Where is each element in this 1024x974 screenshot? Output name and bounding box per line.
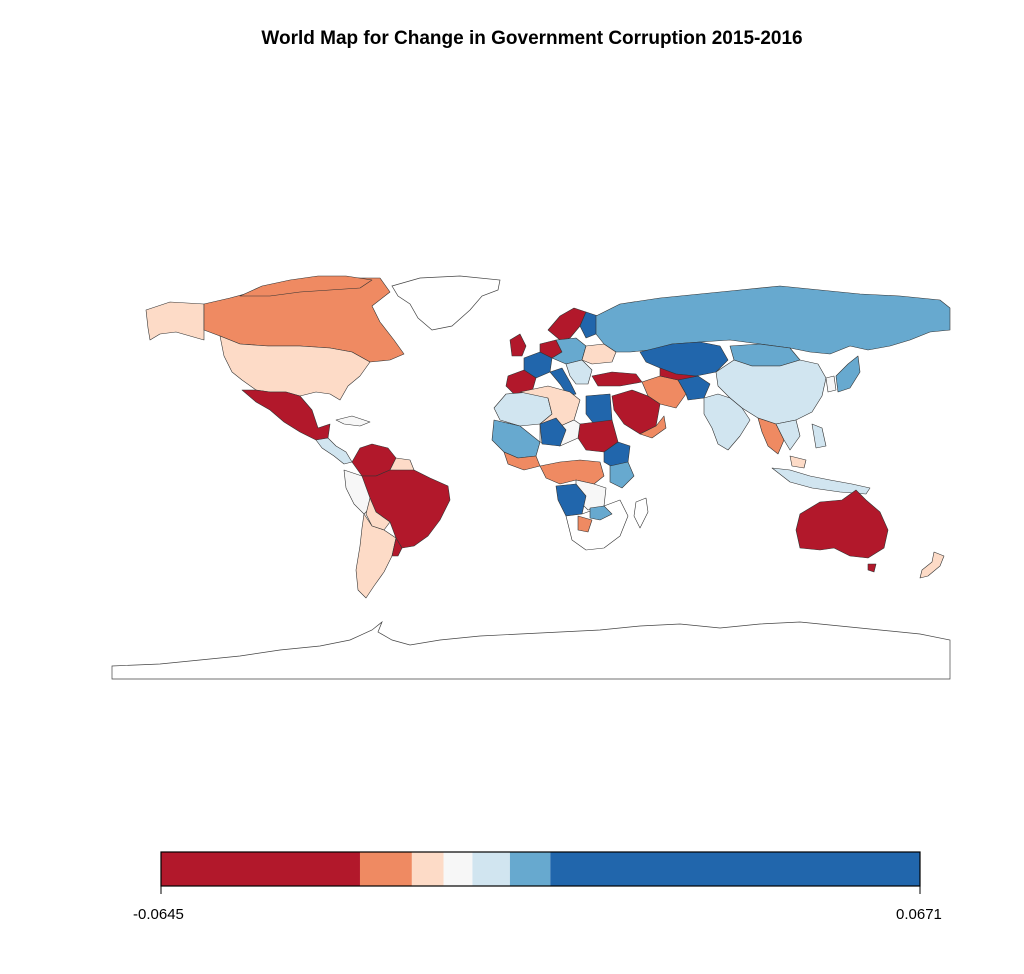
legend-color-bar bbox=[161, 852, 920, 886]
legend-frame bbox=[160, 851, 921, 887]
korea bbox=[825, 375, 837, 393]
zimbabwe bbox=[577, 515, 593, 533]
map-title: World Map for Change in Government Corru… bbox=[261, 28, 803, 49]
legend-bin-7 bbox=[550, 852, 920, 886]
united-kingdom bbox=[509, 333, 527, 357]
italy bbox=[549, 367, 577, 397]
legend-bin-5 bbox=[472, 852, 510, 886]
mexico bbox=[241, 389, 331, 441]
indonesia bbox=[771, 467, 871, 495]
zambia bbox=[589, 505, 613, 521]
indochina bbox=[775, 419, 801, 451]
tasmania bbox=[867, 563, 877, 573]
central-asia bbox=[659, 367, 699, 381]
central-africa bbox=[539, 459, 605, 485]
legend-bin-3 bbox=[411, 852, 444, 886]
finland bbox=[579, 311, 599, 339]
yemen-oman bbox=[639, 415, 667, 439]
legend-bin-2 bbox=[359, 852, 412, 886]
cuba bbox=[335, 415, 371, 427]
india bbox=[703, 393, 751, 451]
legend-max-label: 0.0671 bbox=[896, 906, 942, 923]
madagascar bbox=[633, 497, 649, 529]
antarctica bbox=[111, 620, 951, 680]
alaska bbox=[145, 301, 205, 341]
new-zealand bbox=[919, 551, 945, 579]
argentina bbox=[355, 513, 397, 599]
chad-niger bbox=[539, 417, 567, 447]
somalia-kenya bbox=[609, 461, 635, 489]
japan bbox=[835, 355, 861, 393]
malaysia bbox=[789, 455, 807, 469]
legend-bin-6 bbox=[509, 852, 551, 886]
arctic-islands bbox=[239, 275, 373, 297]
legend-min-label: -0.0645 bbox=[133, 906, 184, 923]
uruguay bbox=[391, 537, 403, 557]
legend-bin-4 bbox=[443, 852, 473, 886]
legend-bin-1 bbox=[161, 852, 360, 886]
australia bbox=[795, 489, 889, 559]
philippines bbox=[811, 423, 827, 449]
united-states bbox=[219, 335, 371, 401]
greenland bbox=[391, 275, 501, 331]
